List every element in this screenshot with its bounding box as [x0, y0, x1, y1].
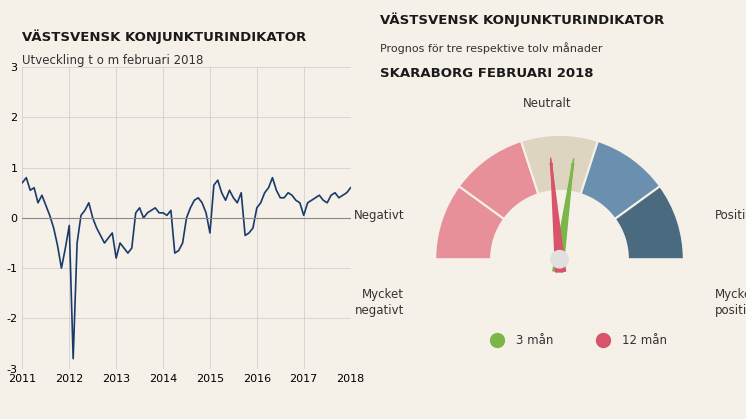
Wedge shape — [435, 186, 504, 259]
Text: VÄSTSVENSK KONJUNKTURINDIKATOR: VÄSTSVENSK KONJUNKTURINDIKATOR — [380, 13, 665, 27]
Polygon shape — [551, 158, 565, 272]
Text: VÄSTSVENSK KONJUNKTURINDIKATOR: VÄSTSVENSK KONJUNKTURINDIKATOR — [22, 29, 307, 44]
Text: Neutralt: Neutralt — [523, 97, 571, 110]
Text: Mycket
negativt: Mycket negativt — [354, 288, 404, 317]
Wedge shape — [521, 135, 598, 194]
Text: Prognos för tre respektive tolv månader: Prognos för tre respektive tolv månader — [380, 42, 603, 54]
Text: 3 mån: 3 mån — [516, 334, 554, 347]
Text: Negativt: Negativt — [354, 209, 404, 222]
Text: Utveckling t o m februari 2018: Utveckling t o m februari 2018 — [22, 54, 204, 67]
Text: Mycket
positivt: Mycket positivt — [715, 288, 746, 317]
Polygon shape — [553, 158, 574, 272]
Circle shape — [551, 251, 568, 268]
Wedge shape — [580, 141, 660, 219]
Wedge shape — [615, 186, 684, 259]
Text: 12 mån: 12 mån — [621, 334, 667, 347]
Text: Positivt: Positivt — [715, 209, 746, 222]
Wedge shape — [459, 141, 539, 219]
Text: SKARABORG FEBRUARI 2018: SKARABORG FEBRUARI 2018 — [380, 67, 594, 80]
